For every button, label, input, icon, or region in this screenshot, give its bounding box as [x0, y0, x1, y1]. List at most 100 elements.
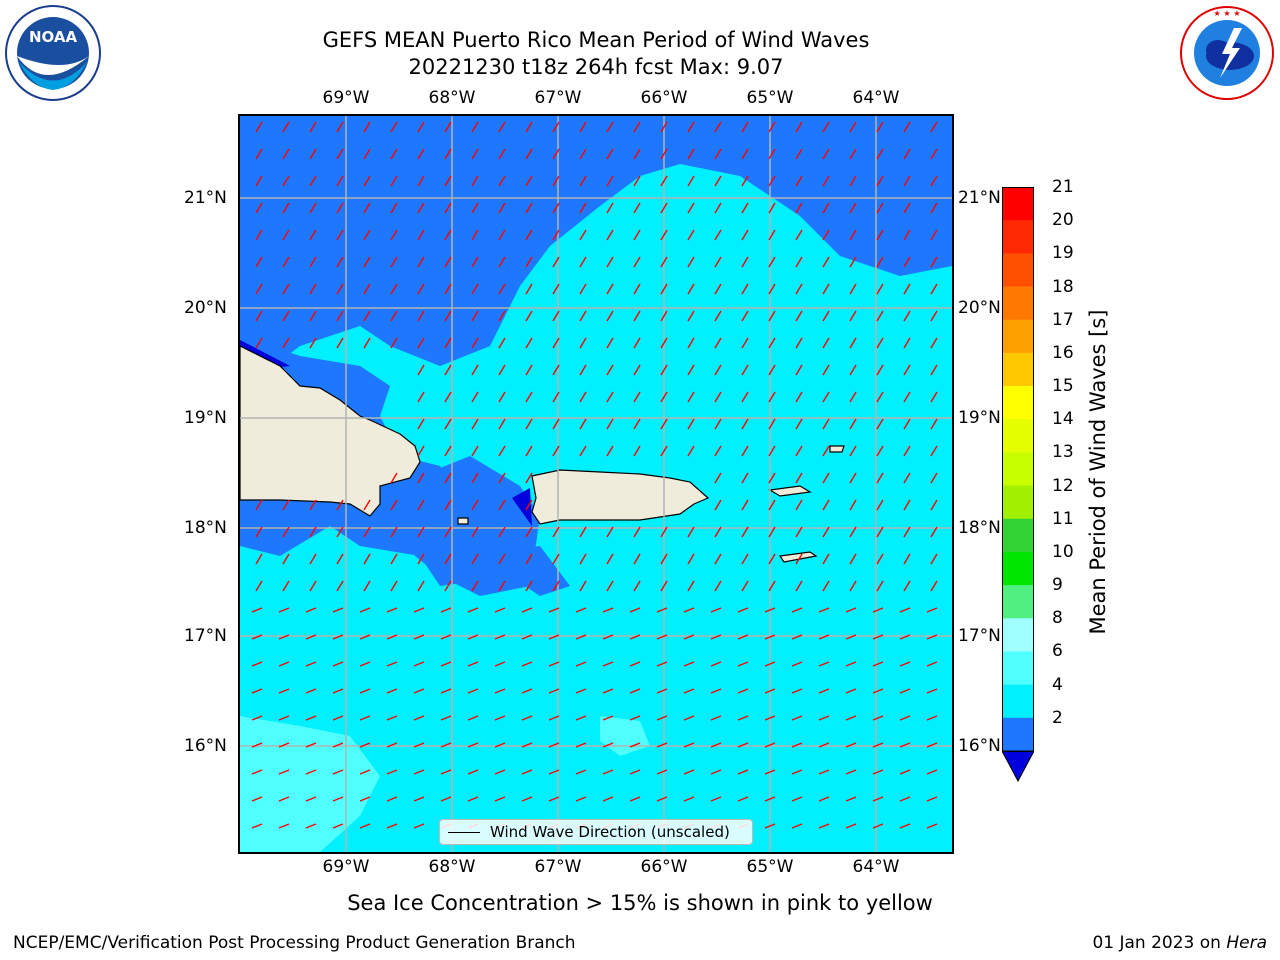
wind-arrow [818, 607, 830, 613]
wind-arrow [899, 634, 911, 640]
wind-arrow [309, 229, 317, 241]
wind-arrow [768, 256, 776, 268]
wind-arrow [386, 607, 398, 613]
wind-arrow [876, 310, 884, 322]
wind-arrow [737, 742, 749, 748]
wind-arrow [278, 742, 290, 748]
wind-arrow [444, 256, 452, 268]
wind-arrow [791, 688, 803, 694]
wind-arrow [552, 337, 560, 349]
wind-arrow [795, 364, 803, 376]
wind-arrow [282, 175, 290, 187]
wind-arrow [849, 256, 857, 268]
wind-arrow [930, 472, 938, 484]
wind-arrow [440, 742, 452, 748]
wind-arrow [440, 634, 452, 640]
wind-arrow [737, 769, 749, 775]
wind-arrow [525, 310, 533, 322]
wind-arrow [552, 553, 560, 565]
wind-arrow [687, 445, 695, 457]
wind-arrow [795, 310, 803, 322]
wind-arrow [390, 337, 398, 349]
wind-arrow [764, 715, 776, 721]
wind-arrow [521, 796, 533, 802]
wind-arrow [845, 634, 857, 640]
wind-arrow [336, 310, 344, 322]
wind-arrow [336, 175, 344, 187]
wind-arrow [413, 742, 425, 748]
wind-arrow [417, 175, 425, 187]
longitude-label: 68°W [428, 88, 476, 108]
period-6-8-patch [240, 716, 380, 852]
wind-arrow [363, 256, 371, 268]
wind-arrow [548, 688, 560, 694]
wind-arrow [336, 337, 344, 349]
colorbar-title: Mean Period of Wind Waves [s] [1086, 309, 1110, 635]
wind-arrow [633, 391, 641, 403]
wind-arrow [467, 769, 479, 775]
wind-arrow [363, 310, 371, 322]
wind-arrow [363, 202, 371, 214]
wind-arrow [494, 688, 506, 694]
wind-arrow [903, 526, 911, 538]
wind-arrow [795, 472, 803, 484]
wind-arrow [660, 148, 668, 160]
wind-arrow [363, 148, 371, 160]
wind-arrow [471, 418, 479, 430]
wind-arrow [899, 688, 911, 694]
wind-arrow [606, 553, 614, 565]
wind-arrow [737, 715, 749, 721]
wind-arrow [494, 796, 506, 802]
wind-arrow [309, 148, 317, 160]
wind-arrow [305, 607, 317, 613]
wind-arrow [660, 121, 668, 133]
wind-arrow [309, 499, 317, 511]
wind-arrow [710, 688, 722, 694]
wind-arrow [525, 526, 533, 538]
wind-arrow [741, 121, 749, 133]
wind-arrow [606, 283, 614, 295]
longitude-label: 69°W [322, 857, 370, 877]
wind-arrow [309, 337, 317, 349]
wind-arrow [579, 121, 587, 133]
wind-arrow [390, 526, 398, 538]
wind-arrow [899, 607, 911, 613]
wind-arrow [683, 796, 695, 802]
wind-arrow [417, 391, 425, 403]
wind-arrow [660, 391, 668, 403]
wind-arrow [606, 445, 614, 457]
wind-arrow [606, 526, 614, 538]
wind-arrow [602, 742, 614, 748]
wind-arrow [417, 445, 425, 457]
wind-arrow [359, 769, 371, 775]
colorbar-block [1002, 253, 1034, 288]
footer-date-text: 01 Jan 2023 on [1092, 933, 1227, 953]
wind-arrow [309, 256, 317, 268]
wind-arrow [822, 175, 830, 187]
wind-arrow [305, 715, 317, 721]
wind-arrow [903, 202, 911, 214]
wind-arrow [336, 499, 344, 511]
wind-arrow [795, 283, 803, 295]
wind-arrow [822, 364, 830, 376]
longitude-label: 64°W [852, 88, 900, 108]
wind-arrow [251, 769, 263, 775]
wind-arrow [660, 364, 668, 376]
wind-arrow [579, 418, 587, 430]
wind-arrow [255, 175, 263, 187]
wind-arrow [876, 337, 884, 349]
legend-label: Wind Wave Direction (unscaled) [490, 823, 730, 841]
wind-arrow [309, 175, 317, 187]
wind-arrow [764, 634, 776, 640]
wind-arrow [282, 553, 290, 565]
wind-arrow [417, 256, 425, 268]
wind-arrow [498, 472, 506, 484]
wind-arrow [386, 634, 398, 640]
wind-arrow [525, 256, 533, 268]
wind-arrow [525, 418, 533, 430]
wind-arrow [444, 391, 452, 403]
wind-arrow [359, 796, 371, 802]
wind-arrow [714, 229, 722, 241]
wind-arrow [872, 742, 884, 748]
wind-arrow [305, 688, 317, 694]
